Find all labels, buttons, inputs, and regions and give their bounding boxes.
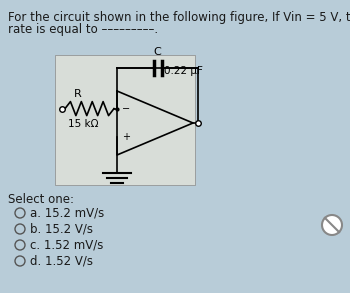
Text: 0.22 μF: 0.22 μF [163, 66, 202, 76]
Text: 15 kΩ: 15 kΩ [68, 119, 99, 129]
Circle shape [322, 215, 342, 235]
Text: d. 1.52 V/s: d. 1.52 V/s [30, 255, 93, 268]
Text: rate is equal to –––––––––.: rate is equal to –––––––––. [8, 23, 158, 36]
Text: R: R [74, 88, 81, 99]
Text: For the circuit shown in the following figure, If Vin = 5 V, the slew: For the circuit shown in the following f… [8, 11, 350, 24]
Text: b. 15.2 V/s: b. 15.2 V/s [30, 222, 93, 236]
Text: −: − [122, 104, 130, 114]
Text: +: + [122, 132, 130, 142]
Bar [55, 55, 195, 185]
Text: C: C [154, 47, 161, 57]
Text: Select one:: Select one: [8, 193, 74, 206]
Text: a. 15.2 mV/s: a. 15.2 mV/s [30, 207, 104, 219]
Text: c. 1.52 mV/s: c. 1.52 mV/s [30, 239, 103, 251]
